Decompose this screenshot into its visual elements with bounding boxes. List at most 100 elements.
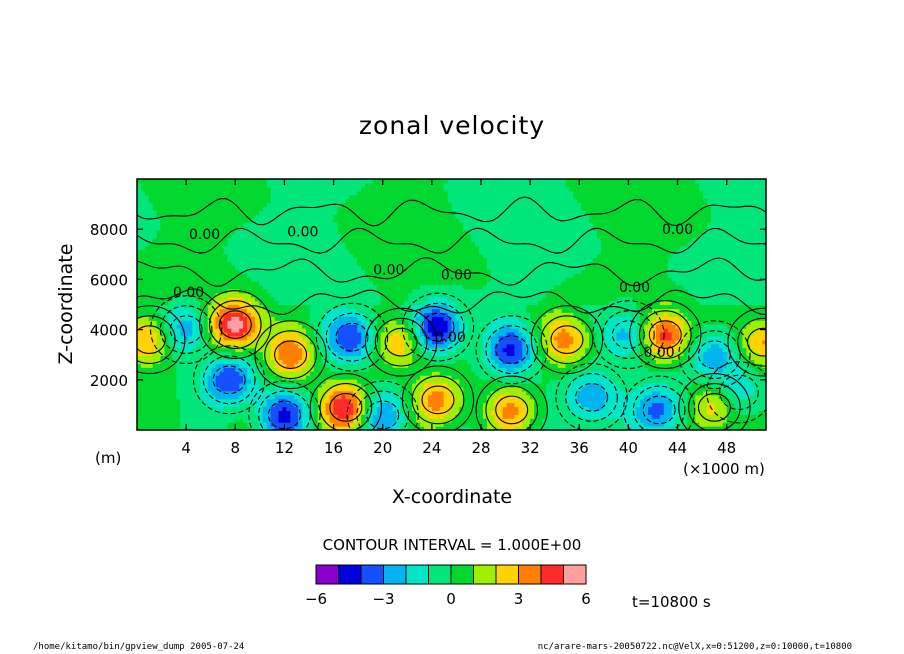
heatmap-cell — [439, 371, 445, 376]
heatmap-cell — [188, 375, 193, 380]
heatmap-cell — [278, 179, 284, 184]
heatmap-cell — [408, 300, 413, 306]
heatmap-cell — [223, 331, 229, 337]
heatmap-cell — [412, 269, 417, 274]
heatmap-cell — [329, 292, 335, 298]
heatmap-cell — [420, 418, 425, 423]
heatmap-cell — [408, 265, 413, 270]
heatmap-cell — [408, 359, 413, 364]
heatmap-cell — [207, 386, 213, 392]
heatmap-cell — [137, 390, 142, 396]
heatmap-cell — [286, 296, 291, 302]
heatmap-cell — [345, 312, 350, 317]
heatmap-cell — [380, 273, 386, 278]
heatmap-cell — [227, 406, 232, 411]
heatmap-cell — [164, 229, 170, 235]
heatmap-cell — [294, 245, 299, 251]
heatmap-cell — [427, 214, 433, 219]
heatmap-cell — [203, 304, 209, 310]
heatmap-cell — [435, 375, 441, 380]
heatmap-cell — [235, 386, 240, 392]
heatmap-cell — [156, 339, 162, 345]
heatmap-cell — [388, 265, 394, 270]
heatmap-cell — [392, 300, 398, 306]
heatmap-cell — [140, 210, 146, 215]
heatmap-cell — [152, 367, 158, 372]
heatmap-cell — [420, 229, 425, 235]
heatmap-cell — [195, 249, 201, 255]
heatmap-cell — [408, 367, 413, 372]
heatmap-cell — [243, 394, 248, 400]
heatmap-cell — [294, 414, 299, 419]
heatmap-cell — [294, 390, 299, 396]
heatmap-cell — [329, 265, 335, 270]
heatmap-cell — [325, 233, 331, 239]
heatmap-cell — [231, 296, 236, 302]
heatmap-cell — [392, 269, 398, 274]
heatmap-cell — [251, 367, 256, 372]
heatmap-cell — [325, 335, 331, 341]
heatmap-cell — [282, 355, 287, 360]
heatmap-cell — [333, 179, 339, 184]
heatmap-cell — [227, 304, 232, 310]
heatmap-cell — [317, 324, 323, 329]
heatmap-cell — [290, 347, 295, 353]
heatmap-cell — [388, 186, 394, 192]
heatmap-cell — [227, 300, 232, 306]
heatmap-cell — [392, 284, 398, 290]
heatmap-cell — [227, 273, 232, 278]
heatmap-cell — [404, 226, 409, 231]
heatmap-cell — [211, 363, 217, 368]
heatmap-cell — [144, 410, 150, 415]
heatmap-cell — [148, 363, 154, 368]
heatmap-cell — [435, 210, 441, 215]
heatmap-cell — [192, 351, 197, 357]
heatmap-cell — [439, 320, 445, 325]
heatmap-cell — [302, 312, 307, 317]
heatmap-cell — [156, 280, 162, 286]
heatmap-cell — [152, 261, 158, 266]
heatmap-cell — [408, 253, 413, 259]
heatmap-cell — [380, 414, 386, 419]
heatmap-cell — [388, 410, 394, 415]
heatmap-cell — [333, 410, 339, 415]
heatmap-cell — [388, 296, 394, 302]
heatmap-cell — [231, 382, 236, 388]
heatmap-cell — [349, 343, 354, 349]
heatmap-cell — [152, 390, 158, 396]
heatmap-cell — [152, 273, 158, 278]
heatmap-cell — [333, 280, 339, 286]
heatmap-cell — [302, 343, 307, 349]
heatmap-cell — [215, 296, 221, 302]
heatmap-cell — [423, 328, 429, 333]
heatmap-cell — [195, 406, 201, 411]
heatmap-cell — [152, 222, 158, 227]
heatmap-cell — [223, 179, 229, 184]
heatmap-cell — [439, 253, 445, 259]
heatmap-cell — [188, 261, 193, 266]
heatmap-cell — [223, 265, 229, 270]
heatmap-cell — [278, 379, 284, 384]
heatmap-cell — [396, 280, 401, 286]
heatmap-cell — [345, 186, 350, 192]
heatmap-cell — [215, 280, 221, 286]
heatmap-cell — [270, 194, 276, 200]
heatmap-cell — [286, 347, 291, 353]
heatmap-cell — [247, 402, 252, 408]
heatmap-cell — [231, 379, 236, 384]
heatmap-cell — [341, 186, 346, 192]
heatmap-cell — [412, 367, 417, 372]
heatmap-cell — [164, 269, 170, 274]
heatmap-cell — [144, 308, 150, 313]
heatmap-cell — [313, 324, 319, 329]
heatmap-cell — [251, 261, 256, 266]
heatmap-cell — [337, 347, 343, 353]
heatmap-cell — [317, 269, 323, 274]
heatmap-cell — [302, 190, 307, 196]
heatmap-cell — [278, 229, 284, 235]
heatmap-cell — [427, 316, 433, 321]
heatmap-cell — [420, 359, 425, 364]
heatmap-cell — [243, 261, 248, 266]
heatmap-cell — [388, 324, 394, 329]
heatmap-cell — [258, 331, 264, 337]
